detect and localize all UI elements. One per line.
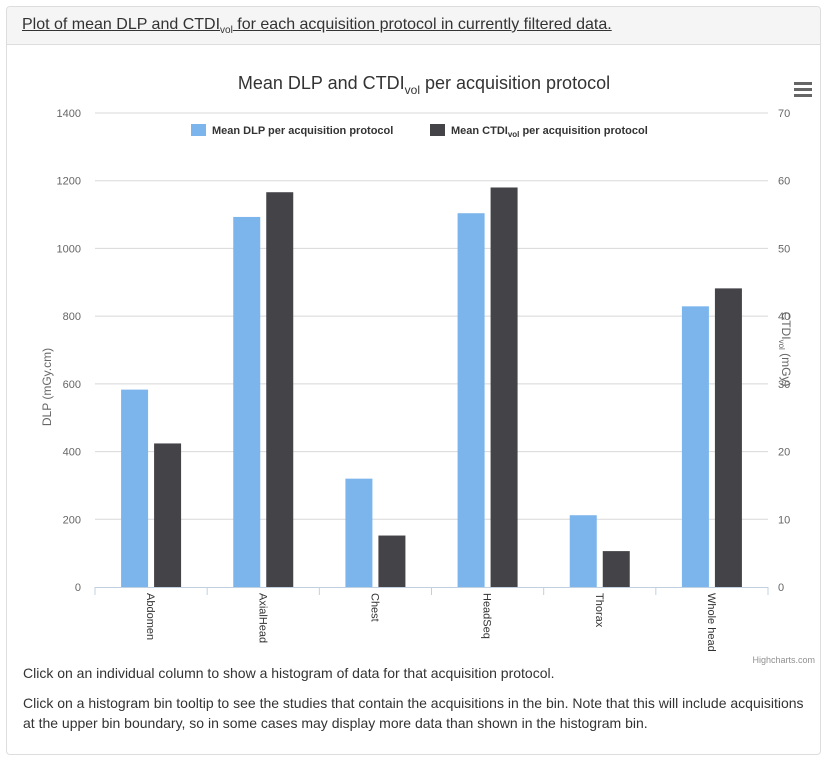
chart-svg: Mean DLP and CTDIvol per acquisition pro… [40,73,815,665]
panel-title-link[interactable]: Plot of mean DLP and CTDIvol for each ac… [22,16,612,37]
bar-ctdi[interactable] [154,443,182,587]
y-left-tick-label: 1000 [57,243,81,255]
x-tick-label: AxialHead [256,593,268,643]
y-left-tick-label: 1400 [57,108,81,120]
instruction-histogram-click: Click on a histogram bin tooltip to see … [23,695,804,731]
bar-dlp[interactable] [233,216,261,588]
chart-container: Mean DLP and CTDIvol per acquisition pro… [7,45,820,665]
panel-heading: Plot of mean DLP and CTDIvol for each ac… [7,7,820,45]
x-tick-label: Abdomen [144,593,156,640]
legend: Mean DLP per acquisition protocol Mean C… [191,124,648,139]
y-left-tick-label: 600 [63,379,81,391]
bar-dlp[interactable] [569,515,597,587]
y-axis-right-ticks: 0 10 20 30 40 50 60 70 [778,108,790,594]
x-tick-label: Whole head [705,593,717,652]
x-axis: Abdomen AxialHead Chest HeadSeq Thorax Whole … [94,587,769,652]
chart-title: Mean DLP and CTDIvol per acquisition pro… [238,73,610,97]
menu-icon[interactable] [794,82,812,97]
legend-swatch-dlp [191,124,206,136]
legend-label-dlp: Mean DLP per acquisition protocol [212,125,393,137]
instruction-column-click: Click on an individual column to show a … [23,665,555,681]
legend-item-dlp[interactable]: Mean DLP per acquisition protocol [191,124,393,137]
y-left-tick-label: 1200 [57,176,81,188]
bar-ctdi[interactable] [602,551,630,587]
bar-ctdi[interactable] [378,535,406,587]
y-right-tick-label: 60 [778,176,790,188]
y-axis-left-ticks: 0 200 400 600 800 1000 1200 1400 [57,108,81,594]
x-tick-label: Chest [368,593,380,622]
bar-ctdi[interactable] [490,187,518,587]
bar-dlp[interactable] [681,306,709,587]
bars [121,187,742,588]
y-axis-left-label: DLP (mGy.cm) [40,348,54,426]
grid [95,112,768,520]
instructions: Click on an individual column to show a … [23,663,813,743]
y-axis-right-label: CTDIvol (mGy) [777,312,793,387]
y-right-tick-label: 10 [778,514,790,526]
credits-link[interactable]: Highcharts.com [752,655,815,665]
x-tick-label: Thorax [593,593,605,628]
bar-dlp[interactable] [345,478,373,587]
legend-item-ctdi[interactable]: Mean CTDIvol per acquisition protocol [430,124,648,139]
y-left-tick-label: 200 [63,514,81,526]
y-left-tick-label: 800 [63,311,81,323]
bar-dlp[interactable] [457,213,485,587]
bar-dlp[interactable] [121,389,149,587]
y-right-tick-label: 30 [778,379,790,391]
legend-swatch-ctdi [430,124,445,136]
legend-label-ctdi: Mean CTDIvol per acquisition protocol [451,125,648,139]
y-right-tick-label: 0 [778,582,784,594]
x-tick-label: HeadSeq [481,593,493,639]
bar-ctdi[interactable] [714,288,742,587]
y-right-tick-label: 50 [778,243,790,255]
y-right-tick-label: 40 [778,311,790,323]
y-right-tick-label: 20 [778,447,790,459]
chart-panel: Plot of mean DLP and CTDIvol for each ac… [6,6,821,755]
y-left-tick-label: 400 [63,447,81,459]
y-left-tick-label: 0 [75,582,81,594]
y-right-tick-label: 70 [778,108,790,120]
bar-ctdi[interactable] [266,192,294,587]
